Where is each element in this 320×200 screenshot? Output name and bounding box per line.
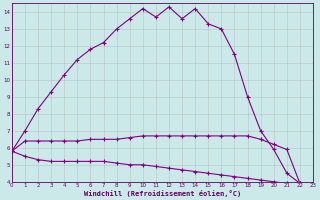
- X-axis label: Windchill (Refroidissement éolien,°C): Windchill (Refroidissement éolien,°C): [84, 190, 241, 197]
